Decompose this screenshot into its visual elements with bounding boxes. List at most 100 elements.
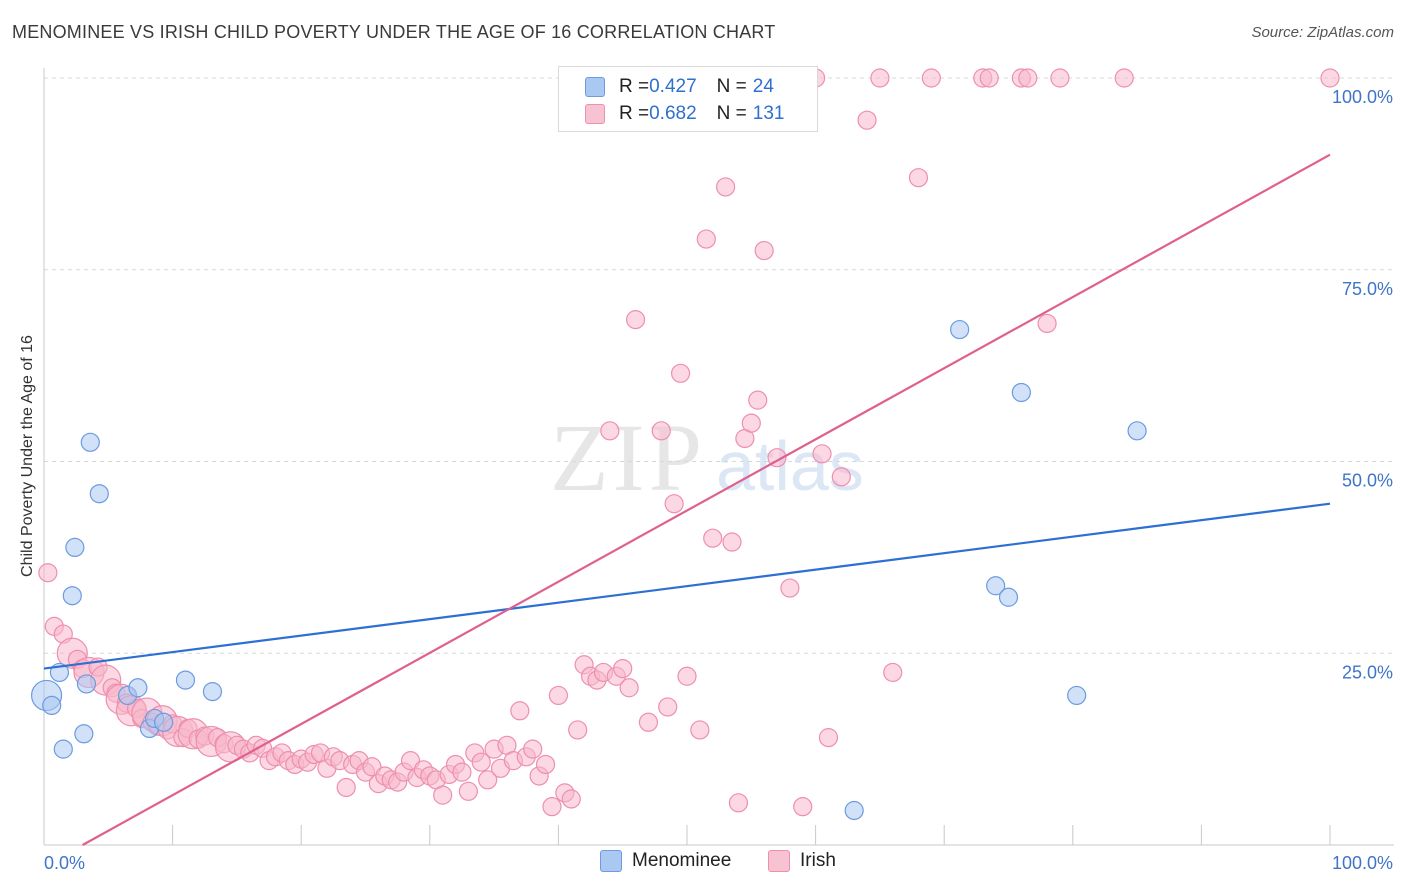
menominee-point	[986, 576, 1006, 596]
menominee-point	[62, 586, 82, 606]
r-value: 0.682	[649, 103, 697, 124]
irish-point	[542, 797, 562, 817]
irish-point	[670, 363, 691, 383]
series-legend: Menominee Irish	[0, 850, 1406, 878]
menominee-point	[128, 678, 148, 698]
irish-point	[433, 785, 453, 805]
legend-row-menominee: R = 0.427 N = 24	[585, 75, 774, 99]
irish-point	[561, 789, 581, 809]
irish-point	[741, 413, 761, 433]
irish-point	[715, 177, 736, 197]
irish-point	[651, 421, 671, 441]
irish-point	[478, 770, 498, 790]
menominee-swatch	[585, 77, 605, 97]
n-value: 24	[752, 76, 774, 97]
irish-point	[780, 578, 800, 598]
irish-point	[1037, 313, 1057, 334]
trend-lines	[43, 153, 1331, 846]
irish-point	[336, 777, 356, 798]
irish-point	[812, 444, 832, 464]
irish-point	[870, 68, 890, 88]
menominee-point	[80, 432, 100, 452]
irish-point	[722, 532, 742, 552]
irish-point	[703, 528, 723, 548]
irish-point	[658, 697, 678, 717]
legend-item-menominee: Menominee	[600, 850, 731, 872]
irish-point	[664, 494, 684, 514]
r-value: 0.427	[649, 76, 697, 97]
irish-trend-line	[82, 153, 1331, 846]
menominee-point	[76, 674, 97, 694]
irish-point	[548, 685, 569, 706]
irish-point	[38, 563, 58, 583]
menominee-trend-line	[43, 502, 1331, 670]
n-value: 131	[752, 103, 785, 124]
irish-point	[613, 658, 633, 679]
irish-point	[979, 68, 999, 88]
menominee-point	[844, 800, 864, 821]
irish-point	[1320, 68, 1340, 88]
irish-point	[690, 720, 710, 740]
irish-point	[619, 678, 639, 698]
n-label: N =	[716, 103, 747, 124]
grid-lines	[44, 77, 1394, 654]
y-tick-label: 50.0%	[1342, 471, 1393, 491]
source-label: Source: ZipAtlas.com	[1251, 24, 1394, 41]
irish-point	[908, 168, 929, 188]
irish-swatch	[585, 104, 605, 124]
irish-point	[600, 421, 620, 441]
irish-point	[857, 110, 877, 130]
irish-point	[535, 754, 556, 775]
correlation-legend: R = 0.427 N = 24 R = 0.682 N = 131	[558, 66, 818, 132]
irish-point	[471, 752, 491, 772]
menominee-point	[65, 537, 85, 558]
irish-point	[568, 720, 588, 740]
irish-point	[677, 666, 697, 686]
irish-point	[638, 712, 659, 732]
menominee-point	[42, 695, 62, 716]
irish-point	[793, 797, 813, 817]
menominee-point	[175, 670, 196, 690]
legend-row-irish: R = 0.682 N = 131	[585, 102, 784, 126]
menominee-point	[1127, 421, 1147, 441]
legend-label-irish: Irish	[800, 850, 836, 871]
irish-point	[523, 739, 543, 759]
irish-point	[748, 390, 768, 410]
irish-point	[625, 310, 646, 330]
irish-point	[1114, 68, 1134, 88]
irish-point	[452, 762, 472, 782]
menominee-legend-swatch	[600, 850, 622, 872]
irish-legend-swatch	[768, 850, 790, 872]
y-tick-label: 100.0%	[1332, 87, 1393, 107]
irish-point	[458, 781, 478, 801]
menominee-point	[998, 587, 1019, 607]
legend-label-menominee: Menominee	[632, 850, 732, 871]
x-tick-label: 0.0%	[44, 853, 85, 873]
menominee-point	[1011, 382, 1031, 403]
irish-point	[728, 793, 749, 813]
menominee-point	[202, 681, 223, 702]
y-tick-label: 75.0%	[1342, 279, 1393, 299]
legend-item-irish: Irish	[768, 850, 836, 872]
y-tick-label: 25.0%	[1342, 662, 1393, 682]
chart-title: MENOMINEE VS IRISH CHILD POVERTY UNDER T…	[12, 22, 776, 42]
x-tick-label: 100.0%	[1332, 853, 1393, 873]
irish-point	[831, 467, 851, 487]
axes	[43, 68, 1394, 846]
r-label: R =	[619, 103, 650, 124]
irish-point	[1050, 68, 1070, 88]
menominee-point	[950, 319, 970, 340]
n-label: N =	[716, 76, 747, 97]
irish-point	[818, 728, 839, 748]
menominee-points	[30, 319, 1147, 821]
irish-point	[921, 68, 941, 88]
menominee-point	[89, 484, 109, 504]
menominee-point	[53, 739, 73, 759]
tick-labels: 25.0% 50.0% 75.0% 100.0% 0.0% 100.0%	[44, 87, 1393, 873]
irish-point	[754, 240, 774, 261]
r-label: R =	[619, 76, 650, 97]
irish-point	[510, 701, 530, 721]
menominee-point	[74, 724, 94, 744]
menominee-point	[1067, 685, 1087, 706]
